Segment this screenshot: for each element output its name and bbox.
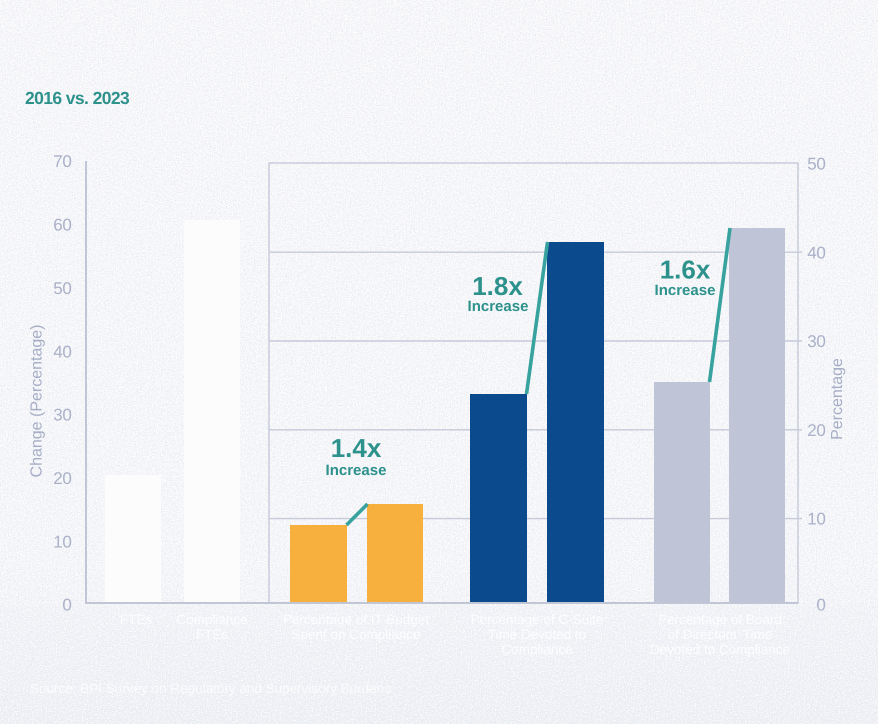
svg-text:30: 30 — [53, 406, 71, 425]
svg-text:40: 40 — [807, 244, 825, 263]
svg-text:1.4x: 1.4x — [331, 433, 382, 463]
svg-text:Increase: Increase — [468, 298, 529, 315]
svg-text:30: 30 — [807, 332, 825, 351]
svg-text:0: 0 — [62, 596, 71, 615]
svg-text:Percentage: Percentage — [829, 358, 846, 440]
svg-text:40: 40 — [53, 343, 71, 362]
svg-text:20: 20 — [807, 421, 825, 440]
svg-text:50: 50 — [807, 155, 825, 174]
svg-text:Increase: Increase — [326, 462, 387, 479]
svg-text:2016 vs. 2023: 2016 vs. 2023 — [25, 88, 130, 108]
svg-text:Change (Percentage): Change (Percentage) — [29, 325, 46, 478]
svg-text:10: 10 — [53, 533, 71, 552]
svg-text:60: 60 — [53, 216, 71, 235]
svg-text:10: 10 — [807, 510, 825, 529]
svg-text:1.8x: 1.8x — [472, 271, 523, 301]
svg-text:50: 50 — [53, 279, 71, 298]
svg-text:1.6x: 1.6x — [660, 255, 711, 285]
svg-text:70: 70 — [53, 152, 71, 171]
svg-text:20: 20 — [53, 469, 71, 488]
svg-text:Increase: Increase — [655, 282, 716, 299]
svg-text:0: 0 — [816, 596, 825, 615]
